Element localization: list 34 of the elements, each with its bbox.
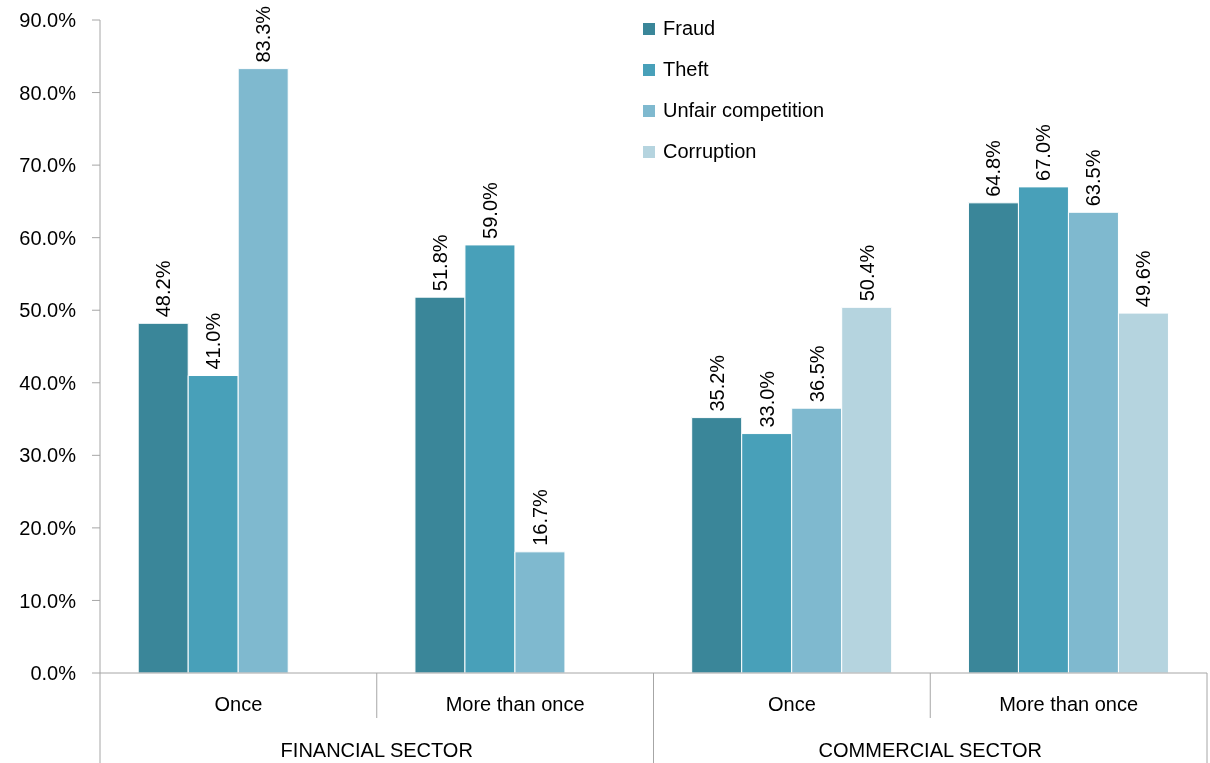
x-tick-label: More than once xyxy=(445,693,585,715)
data-label: 16.7% xyxy=(528,488,551,546)
data-label: 36.5% xyxy=(805,345,828,403)
data-label: 49.6% xyxy=(1132,250,1155,308)
x-tick-label: More than once xyxy=(999,693,1139,715)
data-label: 33.0% xyxy=(755,370,778,428)
y-tick-label: 70.0% xyxy=(19,154,77,177)
y-tick-label: 10.0% xyxy=(19,589,77,612)
data-label: 41.0% xyxy=(202,312,225,370)
y-tick-label: 50.0% xyxy=(19,299,77,322)
data-label: 50.4% xyxy=(855,244,878,302)
legend-label: Fraud xyxy=(663,17,716,40)
data-label: 67.0% xyxy=(1032,123,1055,181)
text: FINANCIAL SECTOR xyxy=(280,739,473,761)
y-tick-label: 80.0% xyxy=(19,81,77,104)
y-tick-label: 0.0% xyxy=(30,662,77,685)
legend-label: Corruption xyxy=(663,140,757,163)
y-tick-label: 90.0% xyxy=(19,9,77,32)
legend-label: Unfair competition xyxy=(663,99,825,122)
data-label: 51.8% xyxy=(428,234,451,292)
data-label: 64.8% xyxy=(982,139,1005,197)
data-label: 48.2% xyxy=(152,260,175,318)
data-label: 63.5% xyxy=(1082,149,1105,207)
y-tick-label: 30.0% xyxy=(19,444,77,467)
data-label: 35.2% xyxy=(705,354,728,412)
y-tick-label: 20.0% xyxy=(19,516,77,539)
y-tick-label: 60.0% xyxy=(19,226,77,249)
text: COMMERCIAL SECTOR xyxy=(818,739,1042,761)
legend-label: Theft xyxy=(663,58,709,81)
x-tick-label: Once xyxy=(214,693,263,715)
y-tick-label: 40.0% xyxy=(19,371,77,394)
x-tick-label: Once xyxy=(767,693,816,715)
data-label: 83.3% xyxy=(252,5,275,63)
data-label: 59.0% xyxy=(478,182,501,239)
